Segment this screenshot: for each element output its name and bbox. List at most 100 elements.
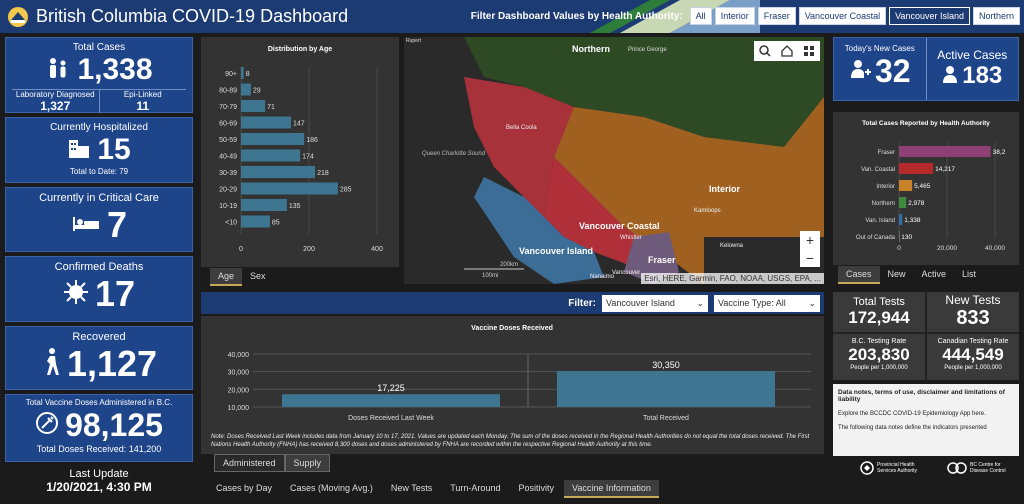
zoom-out-button[interactable]: −	[805, 250, 815, 266]
new-tests: New Tests 833	[927, 292, 1019, 332]
bc-rate-label: B.C. Testing Rate	[851, 338, 907, 345]
age-x-tick-label: 400	[371, 246, 383, 253]
epi-linked-label: Epi-Linked	[123, 90, 162, 99]
filter-vancouver-coastal-button[interactable]: Vancouver Coastal	[798, 7, 887, 25]
ha-value-label: 130	[901, 234, 912, 241]
map-region-north-coast[interactable]	[464, 77, 574, 217]
tab-new[interactable]: New	[887, 269, 906, 279]
person-add-icon	[849, 58, 871, 85]
tab-supply[interactable]: Supply	[284, 454, 331, 472]
ca-rate-value: 444,549	[942, 345, 1004, 364]
active-cases: Active Cases 183	[927, 38, 1019, 100]
tab-new-tests[interactable]: New Tests	[390, 483, 433, 493]
tab-active[interactable]: Active	[921, 269, 947, 279]
map-label-prince-george: Prince George	[628, 47, 667, 53]
age-bar	[241, 116, 291, 129]
recovered-row: 1,127	[6, 343, 192, 385]
age-bar	[241, 166, 316, 178]
filter-fraser-button[interactable]: Fraser	[757, 7, 796, 25]
region-select[interactable]: Vancouver Island ⌄	[602, 294, 708, 312]
critical-care-card: Currently in Critical Care 7	[5, 187, 193, 252]
tab-age[interactable]: Age	[210, 268, 243, 286]
total-cases-card: Total Cases 1,338 Laboratory Diagnosed 1,…	[5, 37, 193, 113]
health-authority-map[interactable]: Northern Prince George Bella Coola Queen…	[404, 37, 824, 284]
ha-bar	[899, 197, 907, 208]
filter-vancouver-island-button[interactable]: Vancouver Island	[889, 7, 970, 25]
tab-administered[interactable]: Administered	[214, 454, 285, 472]
last-update-value: 1/20/2021, 4:30 PM	[46, 480, 152, 494]
tests-panel: Total Tests 172,944 New Tests 833 B.C. T…	[833, 292, 1019, 380]
age-value-label: 135	[289, 203, 301, 210]
bccdc-logo-text: BC Centre for Disease Control	[970, 462, 1006, 474]
vaccine-y-tick-label: 20,000	[228, 387, 250, 394]
tab-cases-by-day[interactable]: Cases by Day	[216, 483, 273, 493]
age-chart-title: Distribution by Age	[268, 46, 332, 53]
active-cases-row: 183	[927, 62, 1019, 90]
tab-sex[interactable]: Sex	[250, 271, 266, 281]
age-bar	[241, 182, 338, 195]
tab-vaccine-information[interactable]: Vaccine Information	[563, 480, 659, 498]
age-bar	[241, 100, 266, 112]
map-region-vancouver-coastal[interactable]	[544, 157, 654, 267]
map-label-vancouver: Vancouver	[612, 270, 640, 276]
new-active-cases-card: Today's New Cases 32 Active Cases 183	[833, 37, 1019, 101]
tab-cases-moving-avg[interactable]: Cases (Moving Avg.)	[290, 483, 373, 493]
age-category-label: 20-29	[219, 187, 237, 194]
map-region-northern[interactable]	[464, 37, 824, 147]
zoom-in-button[interactable]: +	[805, 232, 815, 248]
age-distribution-panel: Distribution by Age 0 200 400 90+ 8 80-89 29 70…	[201, 37, 399, 267]
map-label-rupert: Rupert	[406, 38, 422, 44]
ha-value-label: 14,217	[935, 166, 955, 173]
data-notes-explore[interactable]: Explore the BCCDC COVID-19 Epidemiology …	[838, 411, 986, 417]
age-bar	[241, 133, 305, 145]
ha-x-tick-label: 0	[897, 245, 901, 252]
map-region-fraser[interactable]	[624, 232, 679, 284]
age-value-label: 285	[340, 187, 352, 194]
data-notes-definitions: The following data notes define the indi…	[838, 425, 987, 431]
map-region-vancouver-island[interactable]	[474, 177, 604, 284]
ha-value-label: 38,2	[993, 149, 1006, 156]
phsa-logo: Provincial Health Services Authority	[860, 461, 931, 475]
filter-all-button[interactable]: All	[689, 7, 712, 25]
filter-interior-button[interactable]: Interior	[714, 7, 755, 25]
map-search-icon[interactable]	[754, 41, 776, 61]
age-value-label: 71	[267, 104, 275, 111]
age-category-label: 30-39	[219, 170, 237, 177]
ha-chart-tabs: Cases New Active List	[838, 266, 984, 284]
map-basemap-icon[interactable]	[798, 41, 820, 61]
recovered-title: Recovered	[72, 331, 126, 343]
ha-bar	[899, 146, 991, 157]
region-select-value: Vancouver Island	[606, 298, 675, 308]
app-header: British Columbia COVID-19 Dashboard Filt…	[0, 0, 1024, 33]
vaccine-chart-panel: Vaccine Doses Received 40,000 30,000 20,00…	[201, 316, 824, 432]
map-label-kelowna: Kelowna	[720, 243, 744, 249]
ha-bar	[899, 214, 903, 225]
ha-category-label: Van. Island	[865, 218, 895, 224]
map-label-fraser: Fraser	[648, 255, 676, 265]
map-home-icon[interactable]	[776, 41, 798, 61]
ha-bar	[899, 180, 913, 191]
vaccine-type-select[interactable]: Vaccine Type: All ⌄	[714, 294, 820, 312]
data-notes-panel[interactable]: Data notes, terms of use, disclaimer and…	[833, 384, 1019, 456]
age-category-label: 60-69	[219, 121, 237, 128]
tab-list[interactable]: List	[962, 269, 977, 279]
filter-northern-button[interactable]: Northern	[972, 7, 1020, 25]
age-value-label: 174	[302, 154, 314, 161]
vaccine-note: Note: Doses Received Last Week includes …	[201, 432, 824, 454]
tab-cases[interactable]: Cases	[838, 266, 880, 284]
phsa-logo-icon	[860, 461, 874, 475]
lab-diagnosed-value: 1,327	[40, 99, 71, 113]
bc-testing-rate: B.C. Testing Rate 203,830 People per 1,0…	[833, 334, 925, 380]
age-value-label: 85	[272, 220, 280, 227]
deaths-card: Confirmed Deaths 17	[5, 256, 193, 322]
tab-turn-around[interactable]: Turn-Around	[450, 483, 501, 493]
ha-value-label: 5,465	[914, 183, 931, 190]
critical-care-title: Currently in Critical Care	[39, 192, 159, 204]
vaccine-value: 98,125	[65, 407, 163, 443]
map-toolbar	[754, 41, 820, 61]
vaccine-tabs: Administered Supply	[214, 454, 331, 472]
vaccine-syringe-icon	[35, 411, 59, 440]
vaccine-title: Total Vaccine Doses Administered in B.C.	[25, 398, 173, 407]
tab-positivity[interactable]: Positivity	[518, 483, 554, 493]
walking-person-icon	[41, 347, 61, 382]
